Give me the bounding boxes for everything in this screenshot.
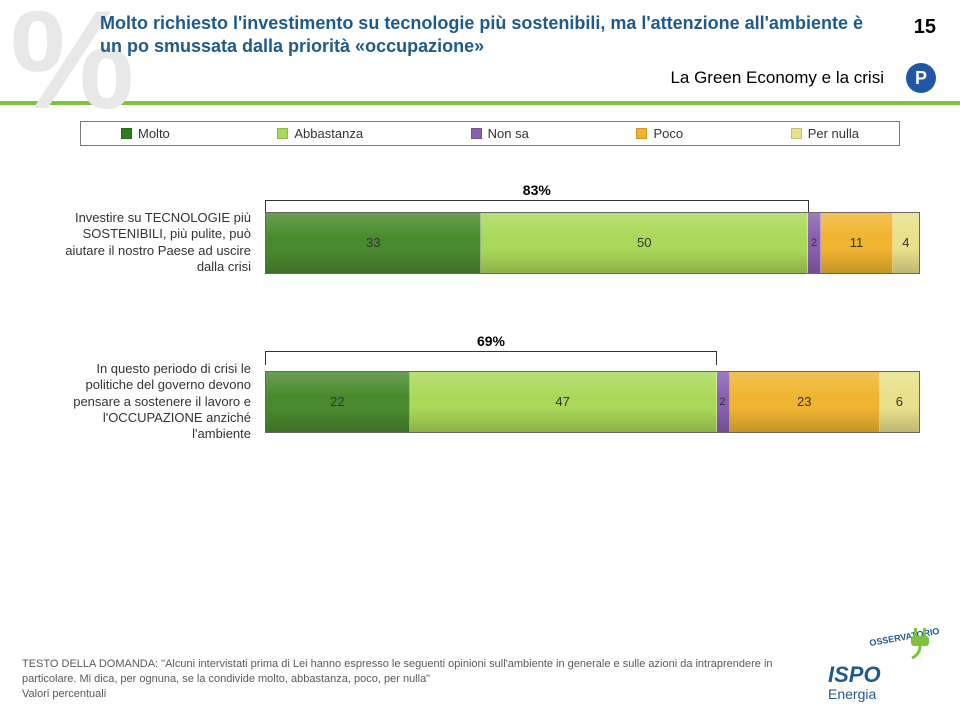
legend-swatch <box>471 128 482 139</box>
bar-row: In questo periodo di crisi le politiche … <box>60 361 920 442</box>
header: Molto richiesto l'investimento su tecnol… <box>0 0 960 57</box>
bar-segment: 2 <box>717 372 730 432</box>
legend-swatch <box>277 128 288 139</box>
subtitle-row: La Green Economy e la crisi P <box>0 57 960 97</box>
bar-segment: 4 <box>893 213 919 273</box>
legend-item: Non sa <box>471 126 529 141</box>
callout-pct: 69% <box>477 333 505 349</box>
legend-swatch <box>791 128 802 139</box>
legend-label: Abbastanza <box>294 126 363 141</box>
page-title: Molto richiesto l'investimento su tecnol… <box>100 12 880 57</box>
legend-item: Abbastanza <box>277 126 363 141</box>
legend-label: Per nulla <box>808 126 859 141</box>
legend-label: Poco <box>653 126 683 141</box>
legend-swatch <box>636 128 647 139</box>
stacked-bar: 33502114 <box>265 212 920 274</box>
legend-item: Per nulla <box>791 126 859 141</box>
bar-row: Investire su TECNOLOGIE più SOSTENIBILI,… <box>60 210 920 275</box>
bar-holder: 22472236 <box>265 371 920 433</box>
bar-segment: 2 <box>808 213 821 273</box>
callout: 69% <box>265 333 920 361</box>
footer: TESTO DELLA DOMANDA: "Alcuni intervistat… <box>22 657 810 702</box>
bar-segment: 11 <box>821 213 893 273</box>
legend-label: Non sa <box>488 126 529 141</box>
bar-label: Investire su TECNOLOGIE più SOSTENIBILI,… <box>60 210 265 275</box>
logo-brand2: Energia <box>828 686 876 702</box>
footer-question: TESTO DELLA DOMANDA: "Alcuni intervistat… <box>22 657 810 687</box>
stacked-bar: 22472236 <box>265 371 920 433</box>
legend: Molto Abbastanza Non sa Poco Per nulla <box>80 121 900 146</box>
chart-area: Molto Abbastanza Non sa Poco Per nulla 83% In… <box>0 105 960 510</box>
logo-brand1: ISPO <box>828 662 881 688</box>
bar-segment: 33 <box>266 213 481 273</box>
bar-segment: 6 <box>880 372 919 432</box>
p-badge: P <box>906 63 936 93</box>
bar-segment: 23 <box>730 372 880 432</box>
callout: 83% <box>265 182 920 210</box>
bar-label: In questo periodo di crisi le politiche … <box>60 361 265 442</box>
page-number: 15 <box>880 12 936 39</box>
footer-values-note: Valori percentuali <box>22 687 810 702</box>
legend-item: Poco <box>636 126 683 141</box>
callout-pct: 83% <box>523 182 551 198</box>
callout-bracket <box>265 351 717 365</box>
subtitle: La Green Economy e la crisi <box>670 68 884 88</box>
bar-segment: 22 <box>266 372 410 432</box>
logo: OSSERVATORIO ISPO Energia <box>822 626 942 702</box>
bar-segment: 47 <box>410 372 717 432</box>
legend-label: Molto <box>138 126 170 141</box>
plug-icon <box>906 628 934 662</box>
bar-segment: 50 <box>481 213 808 273</box>
bar-holder: 33502114 <box>265 212 920 274</box>
